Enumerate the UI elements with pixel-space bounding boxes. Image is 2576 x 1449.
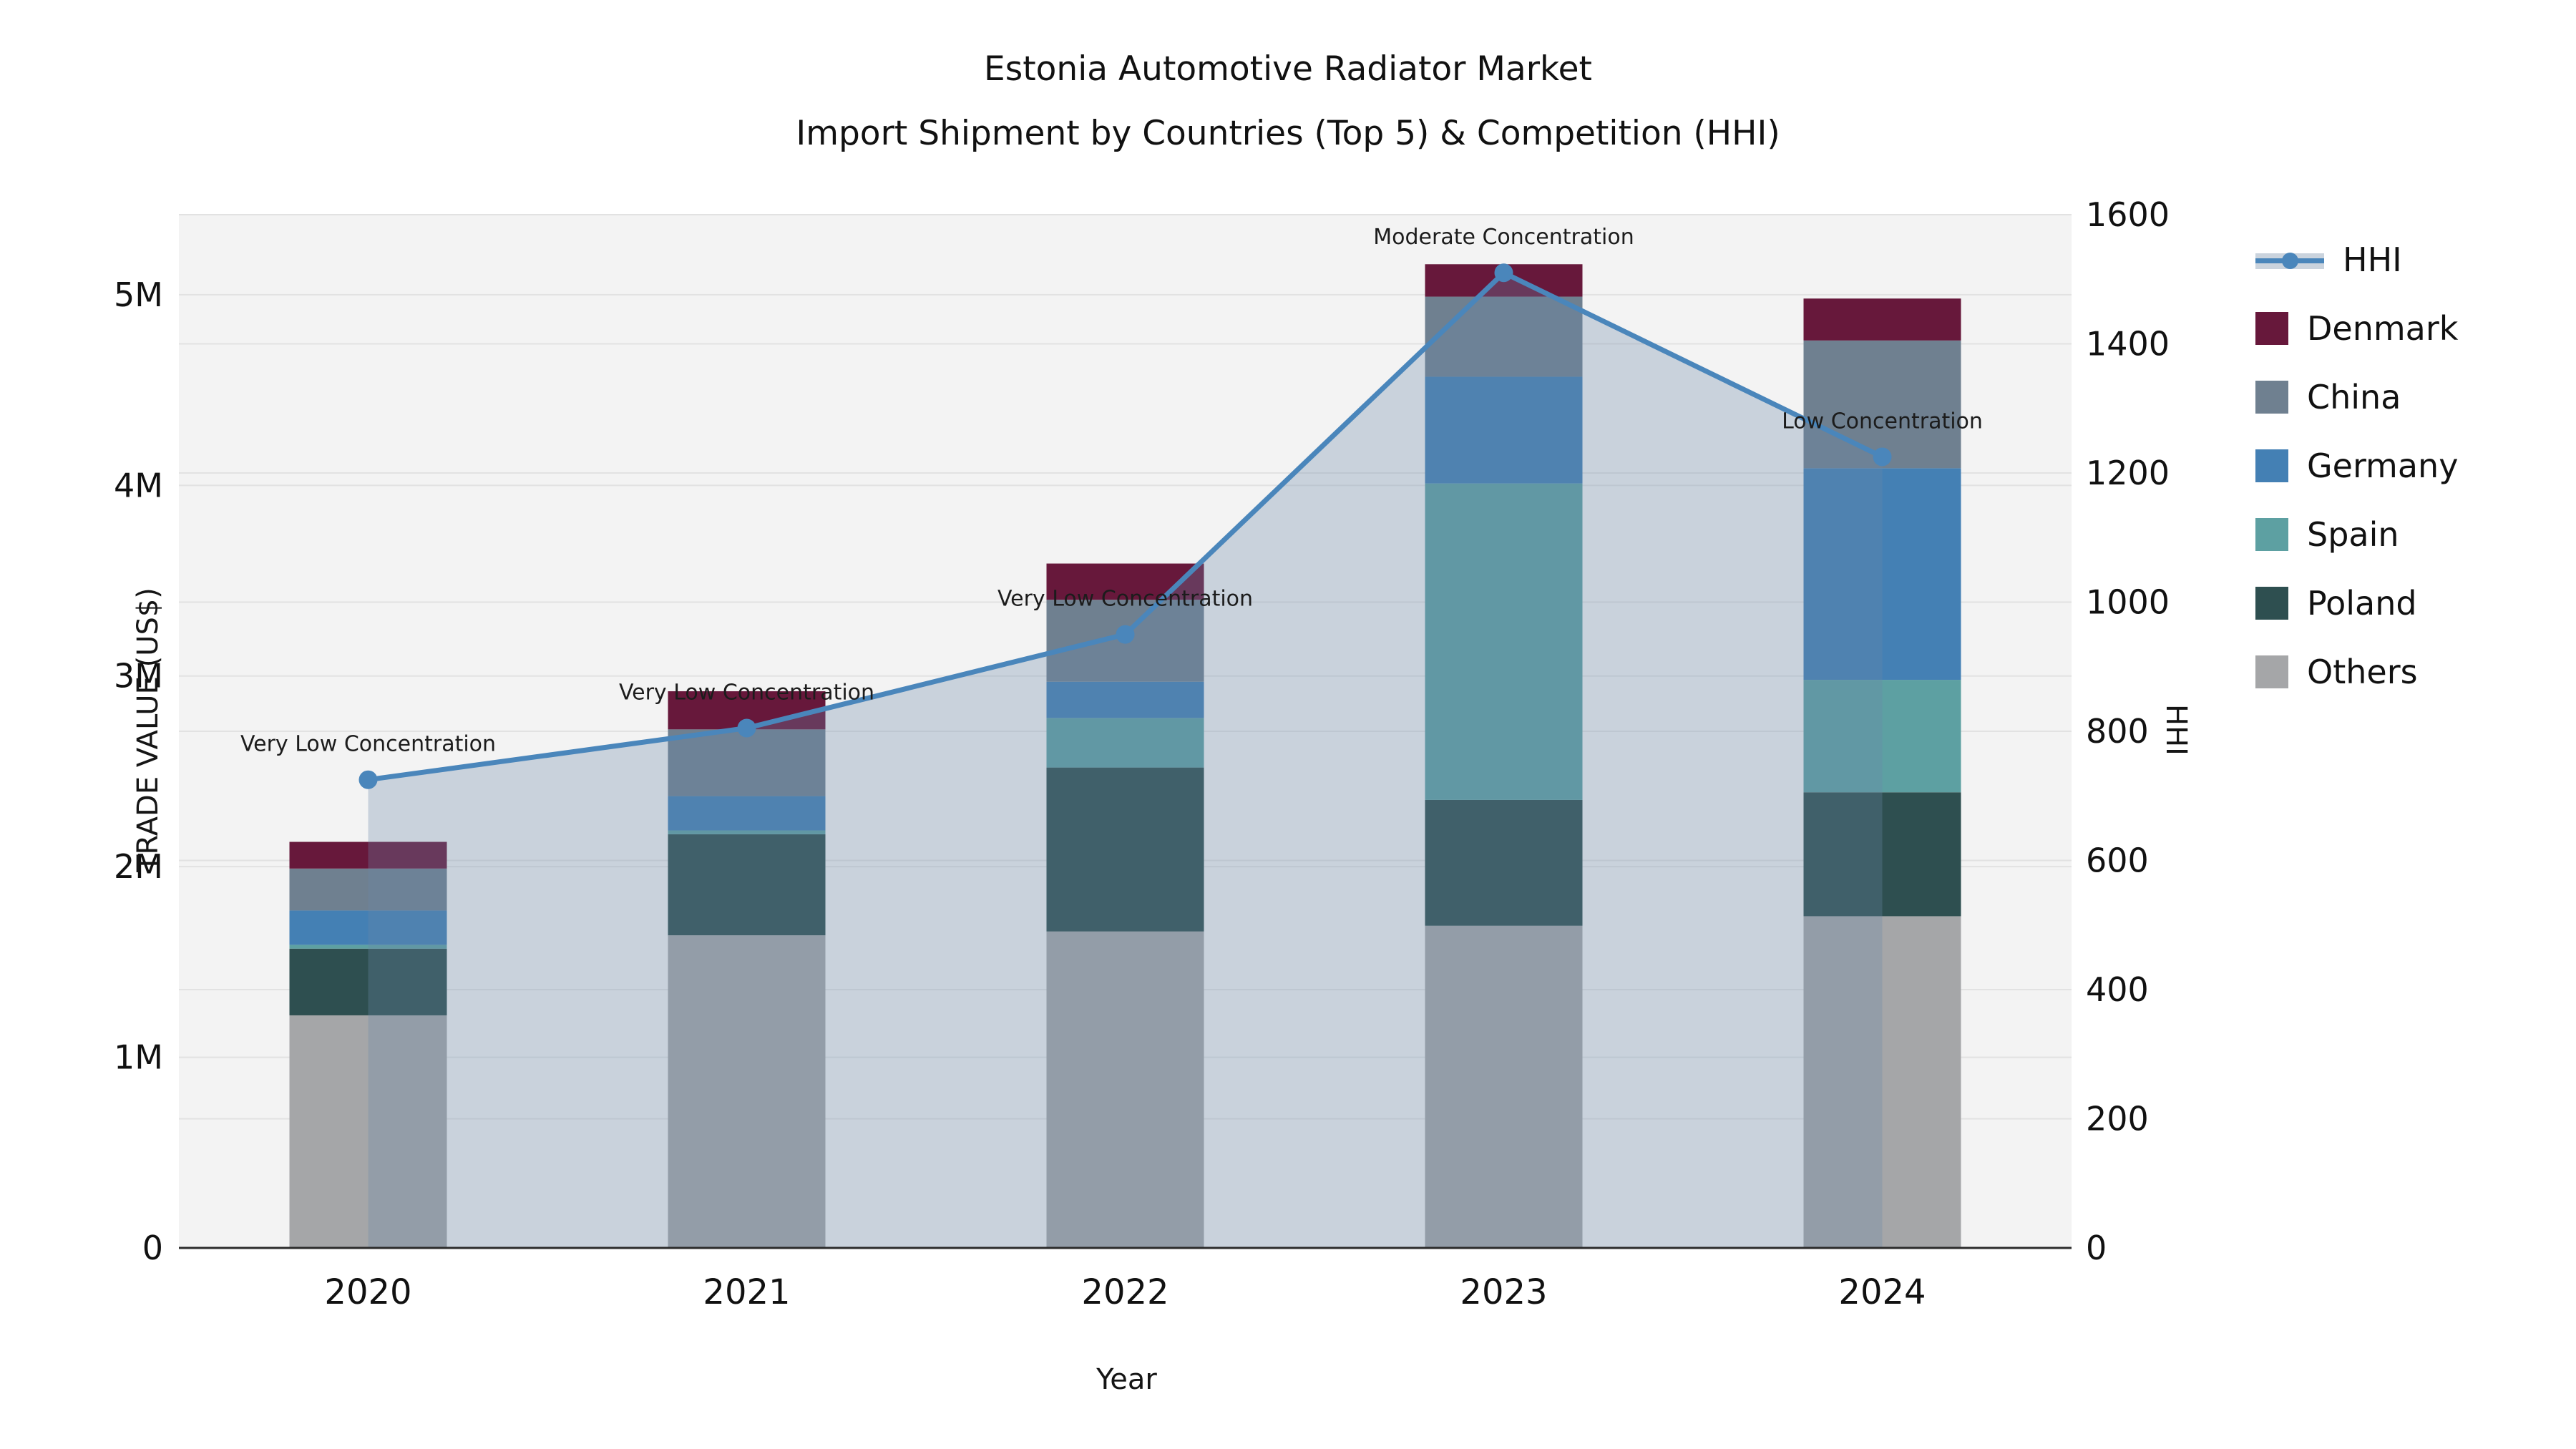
bar-segment-germany-2024: [1803, 468, 1961, 680]
legend-item-germany: Germany: [2255, 442, 2458, 489]
legend-item-poland: Poland: [2255, 580, 2458, 627]
bar-segment-china-2024: [1803, 340, 1961, 469]
hhi-marker-2022: [1116, 625, 1135, 644]
bar-segment-spain-2022: [1046, 718, 1204, 768]
annotation-2024: Low Concentration: [1782, 409, 1983, 434]
annotation-2023: Moderate Concentration: [1373, 225, 1634, 250]
y-axis-label-left: TRADE VALUE (US$): [131, 587, 165, 872]
y-axis-label-right: HHI: [2160, 704, 2192, 756]
hhi-marker-2020: [358, 770, 378, 789]
y-left-tick-5M: 5M: [114, 275, 163, 314]
y-right-tick-1400: 1400: [2086, 325, 2170, 364]
bar-segment-germany-2021: [668, 796, 826, 831]
legend-item-others: Others: [2255, 648, 2458, 696]
hhi-marker-2021: [737, 718, 756, 738]
bar-segment-china-2023: [1425, 296, 1583, 377]
legend-item-hhi: HHI: [2255, 236, 2458, 283]
legend: HHI Denmark China Germany Spain Poland Others: [2255, 236, 2458, 696]
x-tick-2022: 2022: [1081, 1272, 1169, 1312]
x-tick-2020: 2020: [324, 1272, 411, 1312]
bar-segment-poland-2024: [1803, 792, 1961, 917]
bar-segment-denmark-2024: [1803, 298, 1961, 341]
bar-segment-spain-2023: [1425, 483, 1583, 800]
legend-label-spain: Spain: [2307, 515, 2399, 554]
hhi-marker-2024: [1873, 447, 1892, 467]
x-tick-2024: 2024: [1838, 1272, 1926, 1312]
annotation-2021: Very Low Concentration: [619, 680, 874, 705]
legend-color-swatch-germany: [2255, 449, 2288, 482]
x-tick-2023: 2023: [1460, 1272, 1547, 1312]
x-axis-label: Year: [1096, 1363, 1157, 1396]
bar-segment-poland-2022: [1046, 767, 1204, 932]
bar-segment-germany-2020: [289, 910, 447, 945]
y-left-tick-0: 0: [142, 1229, 163, 1267]
legend-item-china: China: [2255, 374, 2458, 421]
legend-label-poland: Poland: [2307, 584, 2417, 623]
legend-label-germany: Germany: [2307, 447, 2459, 485]
legend-color-swatch-denmark: [2255, 312, 2288, 345]
legend-label-hhi: HHI: [2343, 240, 2402, 279]
legend-label-denmark: Denmark: [2307, 309, 2459, 348]
bar-segment-germany-2022: [1046, 681, 1204, 718]
bar-segment-spain-2020: [289, 945, 447, 949]
legend-line-swatch-hhi: [2255, 243, 2324, 276]
y-right-tick-600: 600: [2086, 841, 2149, 880]
bar-segment-others-2020: [289, 1015, 447, 1248]
bar-segment-poland-2020: [289, 948, 447, 1015]
bar-segment-denmark-2020: [289, 841, 447, 869]
chart-title-line1: Estonia Automotive Radiator Market: [984, 49, 1592, 89]
y-left-tick-2M: 2M: [114, 847, 163, 886]
y-right-tick-400: 400: [2086, 970, 2149, 1009]
bar-segment-poland-2023: [1425, 799, 1583, 926]
chart-title-line2: Import Shipment by Countries (Top 5) & C…: [796, 114, 1780, 153]
bar-segment-spain-2021: [668, 830, 826, 834]
y-left-tick-1M: 1M: [114, 1038, 163, 1077]
bar-segment-china-2020: [289, 868, 447, 911]
legend-item-denmark: Denmark: [2255, 305, 2458, 352]
bar-segment-germany-2023: [1425, 376, 1583, 484]
hhi-area-fill: [368, 273, 1883, 1249]
legend-color-swatch-spain: [2255, 518, 2288, 551]
y-right-tick-1000: 1000: [2086, 583, 2170, 622]
bar-segment-poland-2021: [668, 834, 826, 936]
annotation-2020: Very Low Concentration: [240, 732, 496, 757]
y-left-tick-4M: 4M: [114, 466, 163, 504]
y-right-tick-200: 200: [2086, 1100, 2149, 1138]
bar-segment-others-2024: [1803, 916, 1961, 1248]
annotation-2022: Very Low Concentration: [997, 587, 1253, 612]
bar-segment-china-2021: [668, 729, 826, 796]
bar-segment-others-2021: [668, 935, 826, 1248]
chart-title: Estonia Automotive Radiator Market Impor…: [0, 37, 2576, 166]
legend-color-swatch-others: [2255, 655, 2288, 688]
y-right-tick-800: 800: [2086, 712, 2149, 751]
hhi-marker-2023: [1494, 263, 1513, 283]
y-right-tick-1600: 1600: [2086, 195, 2170, 234]
y-right-tick-1200: 1200: [2086, 454, 2170, 492]
legend-hhi-dot: [2282, 253, 2298, 269]
bar-segment-others-2022: [1046, 931, 1204, 1248]
legend-color-swatch-china: [2255, 381, 2288, 414]
legend-label-others: Others: [2307, 653, 2418, 691]
y-right-tick-0: 0: [2086, 1229, 2107, 1267]
bar-segment-others-2023: [1425, 925, 1583, 1248]
bar-segment-spain-2024: [1803, 680, 1961, 793]
legend-label-china: China: [2307, 378, 2401, 416]
x-tick-2021: 2021: [703, 1272, 790, 1312]
legend-item-spain: Spain: [2255, 511, 2458, 558]
legend-color-swatch-poland: [2255, 587, 2288, 620]
y-left-tick-3M: 3M: [114, 657, 163, 696]
